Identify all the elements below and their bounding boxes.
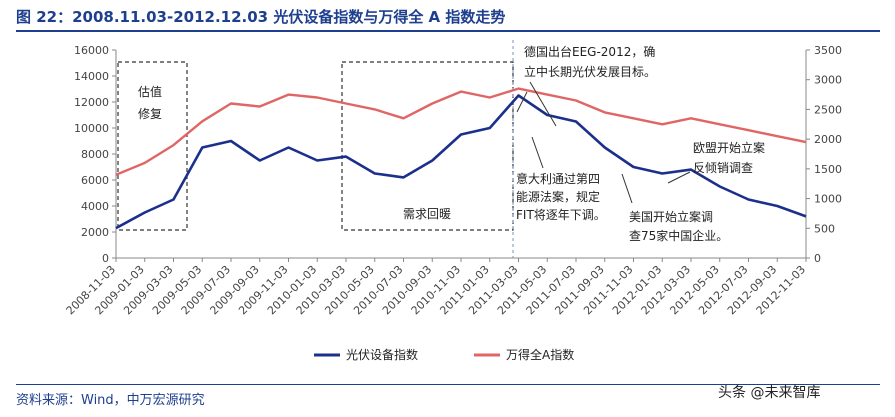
annotation-valuation-line: 估值 — [138, 84, 162, 99]
legend-label-0: 光伏设备指数 — [346, 347, 418, 362]
annotation-eu-line: 欧盟开始立案 — [693, 140, 765, 155]
y-left-tick-label: 16000 — [74, 44, 109, 57]
annotation-boxes — [117, 40, 514, 258]
annotation-us-line: 查75家中国企业。 — [629, 228, 728, 243]
title-divider — [16, 30, 880, 32]
legend: 光伏设备指数 万得全A指数 — [314, 347, 574, 362]
annotation-germany-line: 立中长期光伏发展目标。 — [524, 64, 656, 79]
y-left-tick-label: 0 — [102, 252, 109, 265]
watermark: 头条 @未来智库 — [718, 385, 821, 401]
series-line-1 — [115, 87, 807, 176]
arrow-us — [621, 173, 633, 204]
series-line-0 — [115, 94, 807, 230]
y-right-tick-label: 2000 — [814, 133, 842, 146]
source-divider — [16, 384, 880, 385]
arrow-italy — [531, 136, 544, 169]
arrow-germany-2 — [516, 91, 528, 113]
y-left-tick-label: 6000 — [81, 174, 109, 187]
annotation-italy-line: FIT将逐年下调。 — [516, 208, 606, 222]
y-left-tick-label: 4000 — [81, 200, 109, 213]
y-left-tick-label: 8000 — [81, 148, 109, 161]
y-right-tick-label: 2500 — [814, 103, 842, 116]
legend-label-1: 万得全A指数 — [506, 347, 574, 362]
y-left-tick-label: 12000 — [74, 96, 109, 109]
y-right-tick-label: 3500 — [814, 44, 842, 57]
y-left-tick-label: 10000 — [74, 122, 109, 135]
chart: 0 2000 4000 6000 8000 10000 12000 14000 16000 0 50… — [64, 40, 842, 362]
annotation-germany-line: 德国出台EEG-2012，确 — [524, 44, 655, 59]
y-right-tick-label: 0 — [814, 252, 821, 265]
chart-axes: 0 2000 4000 6000 8000 10000 12000 14000 16000 0 50… — [64, 44, 842, 317]
annotation-eu-line: 反倾销调查 — [693, 161, 753, 175]
arrow-eu — [667, 171, 691, 184]
annotation-us-line: 美国开始立案调 — [629, 209, 713, 224]
annotation-valuation-line: 修复 — [138, 106, 162, 121]
figure-title: 图 22：2008.11.03-2012.12.03 光伏设备指数与万得全 A … — [16, 8, 506, 26]
y-left-tick-label: 14000 — [74, 70, 109, 83]
y-left-tick-label: 2000 — [81, 226, 109, 239]
source-note: 资料来源：Wind，中万宏源研究 — [16, 393, 205, 408]
annotation-italy-line: 能源法案，规定 — [516, 189, 600, 204]
y-right-tick-label: 3000 — [814, 74, 842, 87]
series-lines — [115, 87, 807, 230]
annotation-demand-line: 需求回暖 — [403, 207, 451, 221]
annotation-italy-line: 意大利通过第四 — [516, 171, 600, 186]
y-right-tick-label: 1500 — [814, 163, 842, 176]
y-right-tick-label: 1000 — [814, 193, 842, 206]
y-right-tick-label: 500 — [814, 222, 835, 235]
arrow-germany — [529, 81, 557, 127]
demand-box — [341, 61, 514, 231]
